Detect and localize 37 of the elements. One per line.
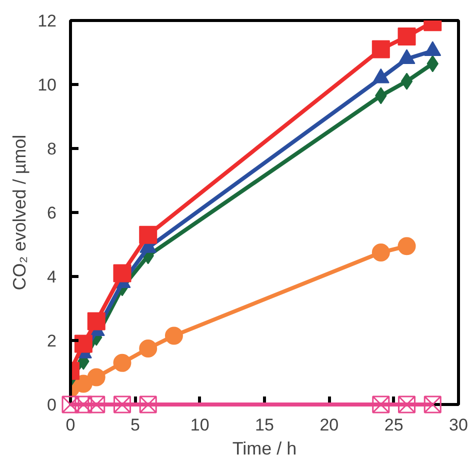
x-tick-label: 10	[190, 416, 210, 434]
x-tick-label: 5	[130, 416, 140, 434]
x-tick-label: 20	[320, 416, 339, 434]
y-tick-label: 0	[47, 396, 57, 414]
point	[87, 368, 106, 386]
point	[400, 72, 413, 90]
y-axis-title: CO₂ evolved / µmol	[10, 134, 30, 290]
point	[74, 334, 92, 353]
x-axis-title: Time / h	[232, 438, 297, 458]
point	[372, 40, 390, 58]
y-tick-label: 12	[38, 12, 57, 30]
y-tick-label: 6	[47, 204, 57, 222]
point	[372, 244, 390, 262]
point	[139, 396, 157, 414]
point	[139, 226, 158, 244]
point	[113, 354, 132, 372]
y-tick-label: 10	[38, 76, 57, 94]
point	[113, 264, 132, 282]
point	[398, 28, 416, 46]
point	[139, 340, 158, 358]
point	[87, 312, 106, 330]
point	[424, 396, 442, 414]
point	[88, 396, 106, 414]
x-tick-label: 15	[255, 416, 274, 434]
point	[164, 326, 183, 345]
point	[74, 396, 92, 414]
point	[113, 396, 131, 414]
point	[62, 396, 80, 414]
x-tick-label: 25	[384, 416, 404, 434]
x-tick-label: 0	[66, 416, 76, 434]
y-tick-label: 4	[47, 268, 57, 286]
point	[398, 237, 416, 256]
y-tick-label: 8	[47, 140, 57, 158]
point	[398, 396, 416, 414]
x-tick-label: 30	[449, 416, 468, 434]
point	[372, 396, 390, 414]
y-tick-label: 2	[47, 332, 57, 350]
